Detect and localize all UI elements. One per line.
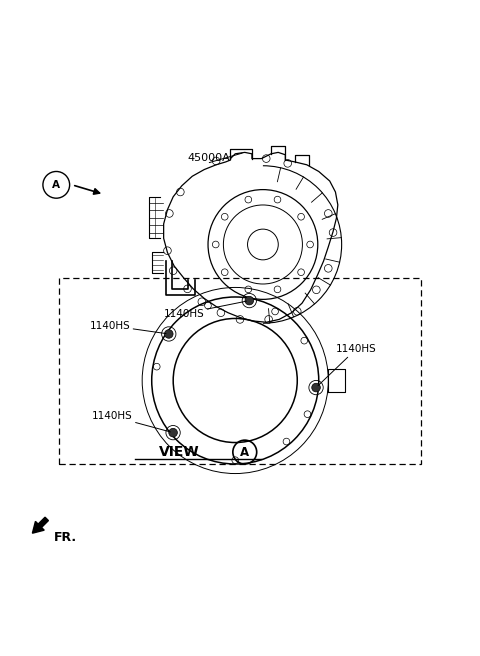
Text: 45000A: 45000A (188, 154, 230, 163)
Bar (59, 278, 421, 464)
Text: A: A (52, 180, 60, 190)
Circle shape (312, 383, 320, 392)
Text: 1140HS: 1140HS (318, 344, 376, 386)
Text: VIEW: VIEW (159, 445, 199, 459)
Text: 1140HS: 1140HS (90, 321, 166, 333)
Text: A: A (240, 445, 249, 459)
Circle shape (245, 297, 253, 305)
Text: 1140HS: 1140HS (164, 301, 247, 319)
Text: FR.: FR. (54, 531, 77, 544)
Circle shape (169, 428, 178, 437)
Text: 1140HS: 1140HS (92, 411, 170, 432)
FancyArrow shape (33, 517, 48, 533)
Circle shape (165, 330, 173, 338)
